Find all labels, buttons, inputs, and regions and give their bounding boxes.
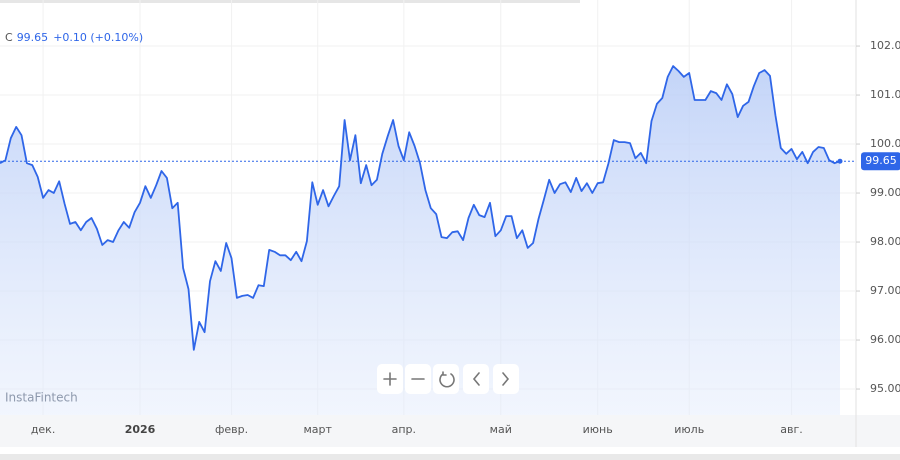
price-line bbox=[0, 65, 841, 351]
bottom-bar bbox=[0, 454, 900, 460]
x-tick-label: 2026 bbox=[125, 423, 156, 436]
scroll-left-icon bbox=[472, 372, 480, 386]
y-tick-label: 100.00 bbox=[870, 137, 900, 150]
y-tick-label: 96.00 bbox=[870, 333, 900, 346]
symbol: C bbox=[5, 31, 13, 44]
change: +0.10 (+0.10%) bbox=[53, 31, 143, 44]
y-tick-label: 97.00 bbox=[870, 284, 900, 297]
last-price-tag bbox=[861, 152, 900, 171]
x-tick-label: март bbox=[303, 423, 332, 436]
x-tick-label: февр. bbox=[215, 423, 248, 436]
x-tick-label: авг. bbox=[780, 423, 803, 436]
x-tick-label: июль bbox=[674, 423, 704, 436]
reset-button[interactable] bbox=[433, 364, 459, 394]
toolbar bbox=[377, 364, 519, 394]
x-tick-label: апр. bbox=[392, 423, 416, 436]
x-axis-band bbox=[0, 415, 900, 447]
y-tick-label: 95.00 bbox=[870, 382, 900, 395]
scroll-right-button[interactable] bbox=[493, 364, 519, 394]
y-tick-label: 102.00 bbox=[870, 39, 900, 52]
x-tick-label: май bbox=[490, 423, 512, 436]
last-price: 99.65 bbox=[17, 31, 49, 44]
zoom-in-icon bbox=[383, 372, 397, 386]
x-tick-label: дек. bbox=[31, 423, 56, 436]
last-price-tag-label: 99.65 bbox=[865, 154, 897, 167]
area bbox=[0, 66, 840, 415]
y-tick-label: 98.00 bbox=[870, 235, 900, 248]
x-tick-label: июнь bbox=[583, 423, 613, 436]
watermark: InstaFintech bbox=[5, 391, 78, 405]
scroll-right-icon bbox=[502, 372, 510, 386]
scroll-left-button[interactable] bbox=[463, 364, 489, 394]
y-tick-label: 99.00 bbox=[870, 186, 900, 199]
y-tick-label: 101.00 bbox=[870, 88, 900, 101]
reset-icon bbox=[439, 371, 455, 388]
top-bar bbox=[0, 0, 580, 3]
